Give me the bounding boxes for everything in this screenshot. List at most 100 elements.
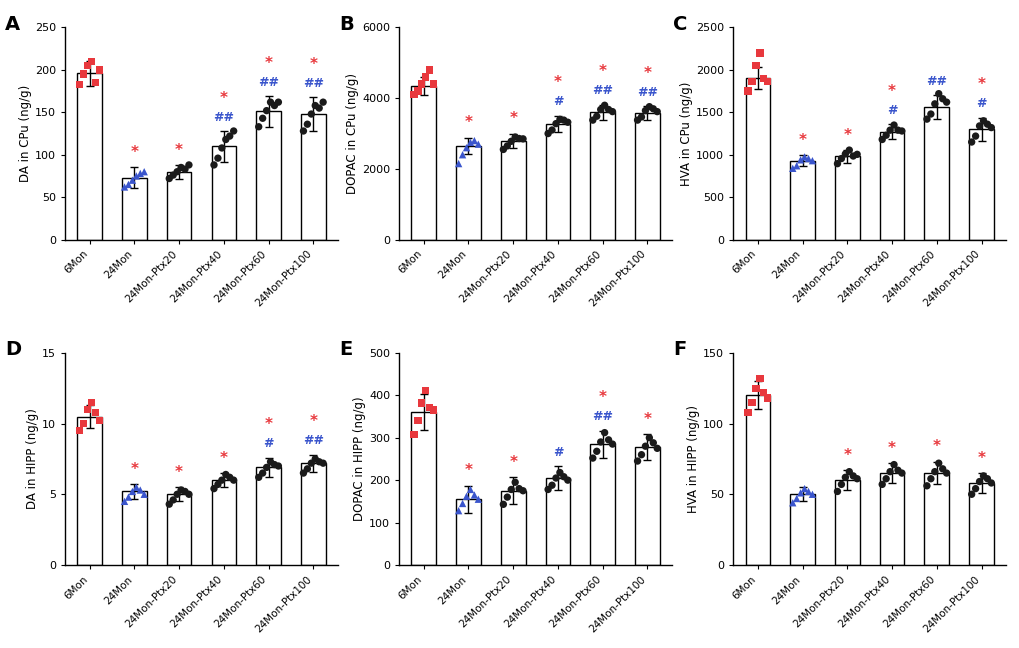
Point xyxy=(161,173,177,183)
Text: ##: ## xyxy=(258,76,279,89)
Point xyxy=(743,76,759,87)
Point xyxy=(747,60,763,71)
Bar xyxy=(835,156,859,240)
Bar xyxy=(879,132,904,240)
Text: *: * xyxy=(464,463,472,478)
Point xyxy=(922,109,938,119)
Point xyxy=(266,459,282,470)
Point xyxy=(833,480,849,490)
Point xyxy=(84,397,100,408)
Bar xyxy=(301,114,325,240)
Bar xyxy=(167,172,192,240)
Point xyxy=(206,483,222,494)
Point xyxy=(877,474,894,484)
Point xyxy=(214,475,230,485)
Point xyxy=(739,407,755,417)
Point xyxy=(303,109,319,119)
Point xyxy=(963,489,979,500)
Point xyxy=(743,397,759,408)
Point xyxy=(506,132,523,143)
Point xyxy=(784,498,800,508)
Bar xyxy=(790,161,814,240)
Text: #: # xyxy=(552,446,562,459)
Bar xyxy=(968,130,993,240)
Bar xyxy=(77,73,102,240)
Point xyxy=(511,133,527,144)
Point xyxy=(889,125,905,135)
Text: *: * xyxy=(643,65,651,80)
Point xyxy=(417,72,433,82)
Point xyxy=(933,464,950,474)
Point xyxy=(502,484,519,494)
Point xyxy=(173,485,190,495)
Point xyxy=(294,468,311,478)
Point xyxy=(648,443,664,454)
Text: #: # xyxy=(552,95,562,108)
Point xyxy=(848,474,864,484)
Point xyxy=(116,182,132,192)
Point xyxy=(176,486,193,496)
Point xyxy=(251,472,267,483)
Text: *: * xyxy=(553,75,561,91)
Point xyxy=(225,475,242,485)
Bar xyxy=(455,499,480,565)
Text: *: * xyxy=(976,77,984,93)
Bar xyxy=(500,141,525,240)
Bar xyxy=(411,86,436,240)
Point xyxy=(592,104,608,115)
Point xyxy=(169,167,185,177)
Point xyxy=(506,477,523,487)
Text: *: * xyxy=(175,143,183,157)
Bar xyxy=(745,395,769,565)
Point xyxy=(266,100,282,111)
Point xyxy=(644,437,660,448)
Point xyxy=(498,141,515,151)
Point xyxy=(747,383,763,393)
Point xyxy=(881,467,898,477)
Bar xyxy=(256,111,280,240)
Point xyxy=(739,86,755,97)
Point xyxy=(458,491,474,502)
Point xyxy=(751,373,767,384)
Point xyxy=(889,465,905,476)
Point xyxy=(299,119,315,130)
Bar xyxy=(968,483,993,565)
Point xyxy=(494,499,511,509)
Point xyxy=(588,446,604,456)
Text: *: * xyxy=(309,56,317,72)
Point xyxy=(206,160,222,170)
Point xyxy=(466,135,482,146)
Point xyxy=(884,459,901,470)
Point xyxy=(970,476,986,487)
Point xyxy=(800,154,816,164)
Point xyxy=(180,160,197,170)
Point xyxy=(120,492,137,502)
Text: *: * xyxy=(130,462,139,477)
Bar xyxy=(500,491,525,565)
Text: #: # xyxy=(886,104,897,117)
Text: D: D xyxy=(5,340,21,359)
Point xyxy=(641,102,657,112)
Text: *: * xyxy=(798,133,806,148)
Point xyxy=(450,505,467,516)
Point xyxy=(124,175,141,185)
Point xyxy=(633,111,649,122)
Text: B: B xyxy=(338,15,354,34)
Point xyxy=(629,115,645,125)
Point xyxy=(136,489,152,500)
Point xyxy=(833,154,849,164)
Point xyxy=(217,134,233,145)
Text: ##: ## xyxy=(592,84,612,97)
Bar xyxy=(545,124,570,240)
Point xyxy=(982,122,999,133)
Point xyxy=(410,86,426,97)
Bar xyxy=(590,112,614,240)
Point xyxy=(458,143,474,153)
Point xyxy=(425,405,441,415)
Point xyxy=(294,126,311,136)
Point xyxy=(450,158,467,168)
Point xyxy=(502,136,519,146)
Point xyxy=(918,114,934,124)
Point xyxy=(596,428,612,438)
Text: *: * xyxy=(309,414,317,429)
